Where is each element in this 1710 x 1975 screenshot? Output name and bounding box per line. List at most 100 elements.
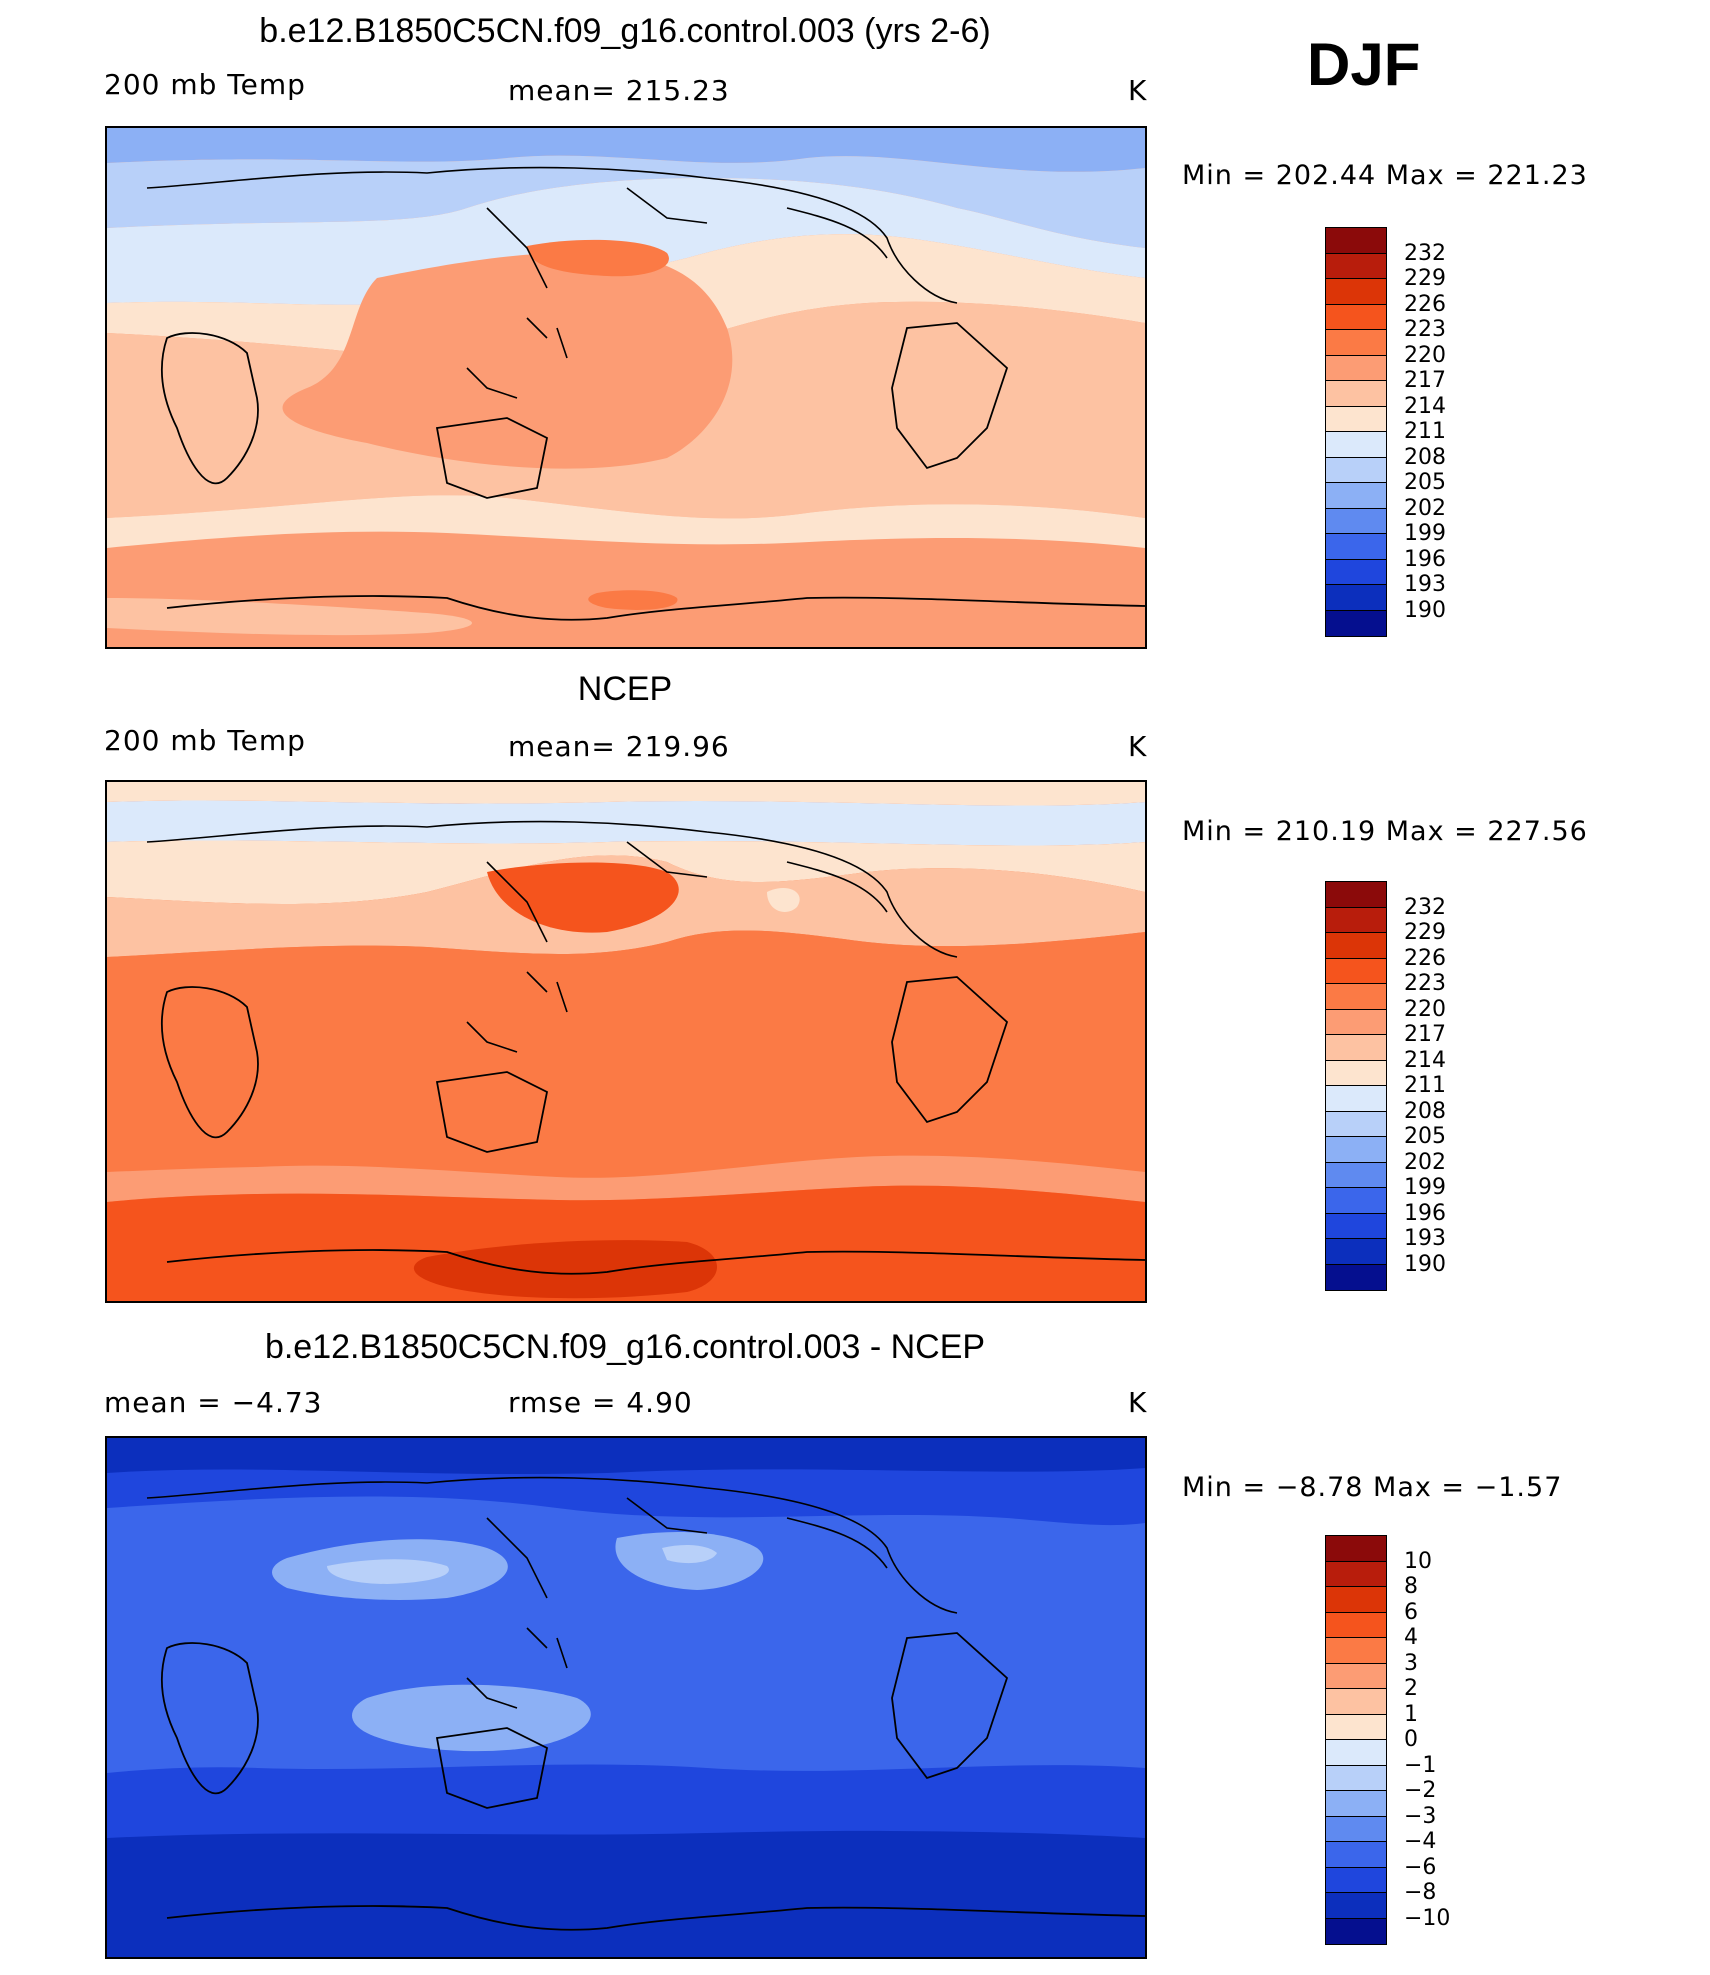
colorbar-label: 196 [1404, 1200, 1446, 1226]
panel2-mean: mean= 219.96 [508, 730, 730, 763]
colorbar-segment [1326, 330, 1386, 356]
colorbar-segment [1326, 1035, 1386, 1061]
panel1-title: b.e12.B1850C5CN.f09_g16.control.003 (yrs… [259, 12, 991, 50]
colorbar-label: 232 [1404, 894, 1446, 920]
colorbar-label: 196 [1404, 546, 1446, 572]
panel2-minmax: Min = 210.19 Max = 227.56 [1182, 816, 1588, 847]
colorbar-segment [1326, 907, 1386, 933]
panel1-unit: K [1128, 74, 1148, 107]
colorbar-label: −4 [1404, 1829, 1437, 1854]
colorbar-label: 190 [1404, 1251, 1446, 1277]
colorbar-label: 214 [1404, 393, 1446, 419]
colorbar-segment [1326, 228, 1386, 254]
panel3-rmse: rmse = 4.90 [508, 1386, 693, 1419]
colorbar-label: 229 [1404, 266, 1446, 291]
colorbar-label: 202 [1404, 1149, 1446, 1175]
colorbar-segment [1326, 1714, 1386, 1740]
colorbar-segment [1326, 559, 1386, 585]
colorbar-label: 226 [1404, 945, 1446, 971]
colorbar-label: 193 [1404, 1226, 1446, 1251]
colorbar-segment [1326, 381, 1386, 407]
colorbar-label: 217 [1404, 368, 1446, 393]
panel3-unit: K [1128, 1386, 1148, 1419]
colorbar-segment [1326, 1663, 1386, 1689]
colorbar-ncep [1325, 881, 1387, 1291]
colorbar-segment [1326, 483, 1386, 509]
colorbar-label: −1 [1404, 1752, 1437, 1778]
colorbar-label: −3 [1404, 1803, 1437, 1829]
season-label: DJF [1307, 31, 1421, 98]
colorbar-label: 220 [1404, 996, 1446, 1022]
panel1-variable: 200 mb Temp [104, 68, 306, 101]
panel1-mean: mean= 215.23 [508, 74, 730, 107]
colorbar-segment [1326, 1893, 1386, 1919]
colorbar-segment [1326, 1867, 1386, 1893]
colorbar-segment [1326, 304, 1386, 330]
colorbar-label: 205 [1404, 470, 1446, 495]
map-panel-model [105, 126, 1147, 649]
colorbar-label: −2 [1404, 1778, 1437, 1803]
colorbar-label: −6 [1404, 1854, 1437, 1880]
colorbar-segment [1326, 534, 1386, 560]
colorbar-label: 217 [1404, 1022, 1446, 1047]
panel2-unit: K [1128, 730, 1148, 763]
colorbar-label: 8 [1404, 1574, 1418, 1599]
colorbar-label: 10 [1404, 1548, 1432, 1574]
colorbar-label: 208 [1404, 444, 1446, 470]
panel3-title: b.e12.B1850C5CN.f09_g16.control.003 - NC… [264, 1328, 986, 1366]
colorbar-segment [1326, 1111, 1386, 1137]
colorbar-segment [1326, 1842, 1386, 1868]
panel2-title: NCEP [577, 670, 673, 708]
colorbar-label: 199 [1404, 521, 1446, 546]
colorbar-label: 220 [1404, 342, 1446, 368]
colorbar-segment [1326, 1918, 1386, 1944]
colorbar-segment [1326, 610, 1386, 636]
colorbar-segment [1326, 1689, 1386, 1715]
colorbar-segment [1326, 1791, 1386, 1817]
colorbar-label: 6 [1404, 1599, 1418, 1625]
colorbar-label: 205 [1404, 1124, 1446, 1149]
colorbar-label: 232 [1404, 240, 1446, 266]
colorbar-segment [1326, 1765, 1386, 1791]
colorbar-segment [1326, 1638, 1386, 1664]
colorbar-segment [1326, 1188, 1386, 1214]
colorbar-label: 193 [1404, 572, 1446, 597]
colorbar-segment [1326, 1612, 1386, 1638]
colorbar-segment [1326, 1561, 1386, 1587]
colorbar-label: 223 [1404, 971, 1446, 996]
colorbar-segment [1326, 958, 1386, 984]
colorbar-label: 229 [1404, 920, 1446, 945]
panel3-minmax: Min = −8.78 Max = −1.57 [1182, 1472, 1563, 1503]
colorbar-segment [1326, 1740, 1386, 1766]
colorbar-label: 226 [1404, 291, 1446, 317]
colorbar-label: 199 [1404, 1175, 1446, 1200]
colorbar-segment [1326, 882, 1386, 908]
colorbar-label: 214 [1404, 1047, 1446, 1073]
colorbar-segment [1326, 1587, 1386, 1613]
colorbar-label: 0 [1404, 1727, 1418, 1752]
colorbar-label: 190 [1404, 597, 1446, 623]
map-model-svg [107, 128, 1145, 647]
colorbar-segment [1326, 1086, 1386, 1112]
colorbar-label: 223 [1404, 317, 1446, 342]
colorbar-segment [1326, 279, 1386, 305]
colorbar-label: −8 [1404, 1880, 1437, 1905]
map-panel-difference [105, 1436, 1147, 1959]
colorbar-label: 202 [1404, 495, 1446, 521]
panel2-variable: 200 mb Temp [104, 724, 306, 757]
map-panel-ncep [105, 780, 1147, 1303]
map-diff-svg [107, 1438, 1145, 1957]
colorbar-model [1325, 227, 1387, 637]
panel1-minmax: Min = 202.44 Max = 221.23 [1182, 160, 1588, 191]
colorbar-segment [1326, 406, 1386, 432]
colorbar-label: 4 [1404, 1625, 1418, 1650]
colorbar-segment [1326, 508, 1386, 534]
colorbar-segment [1326, 1009, 1386, 1035]
colorbar-label: 1 [1404, 1701, 1418, 1727]
colorbar-label: −10 [1404, 1905, 1451, 1931]
colorbar-segment [1326, 1213, 1386, 1239]
colorbar-segment [1326, 1536, 1386, 1562]
colorbar-segment [1326, 1137, 1386, 1163]
colorbar-label: 211 [1404, 419, 1446, 444]
colorbar-segment [1326, 1264, 1386, 1290]
